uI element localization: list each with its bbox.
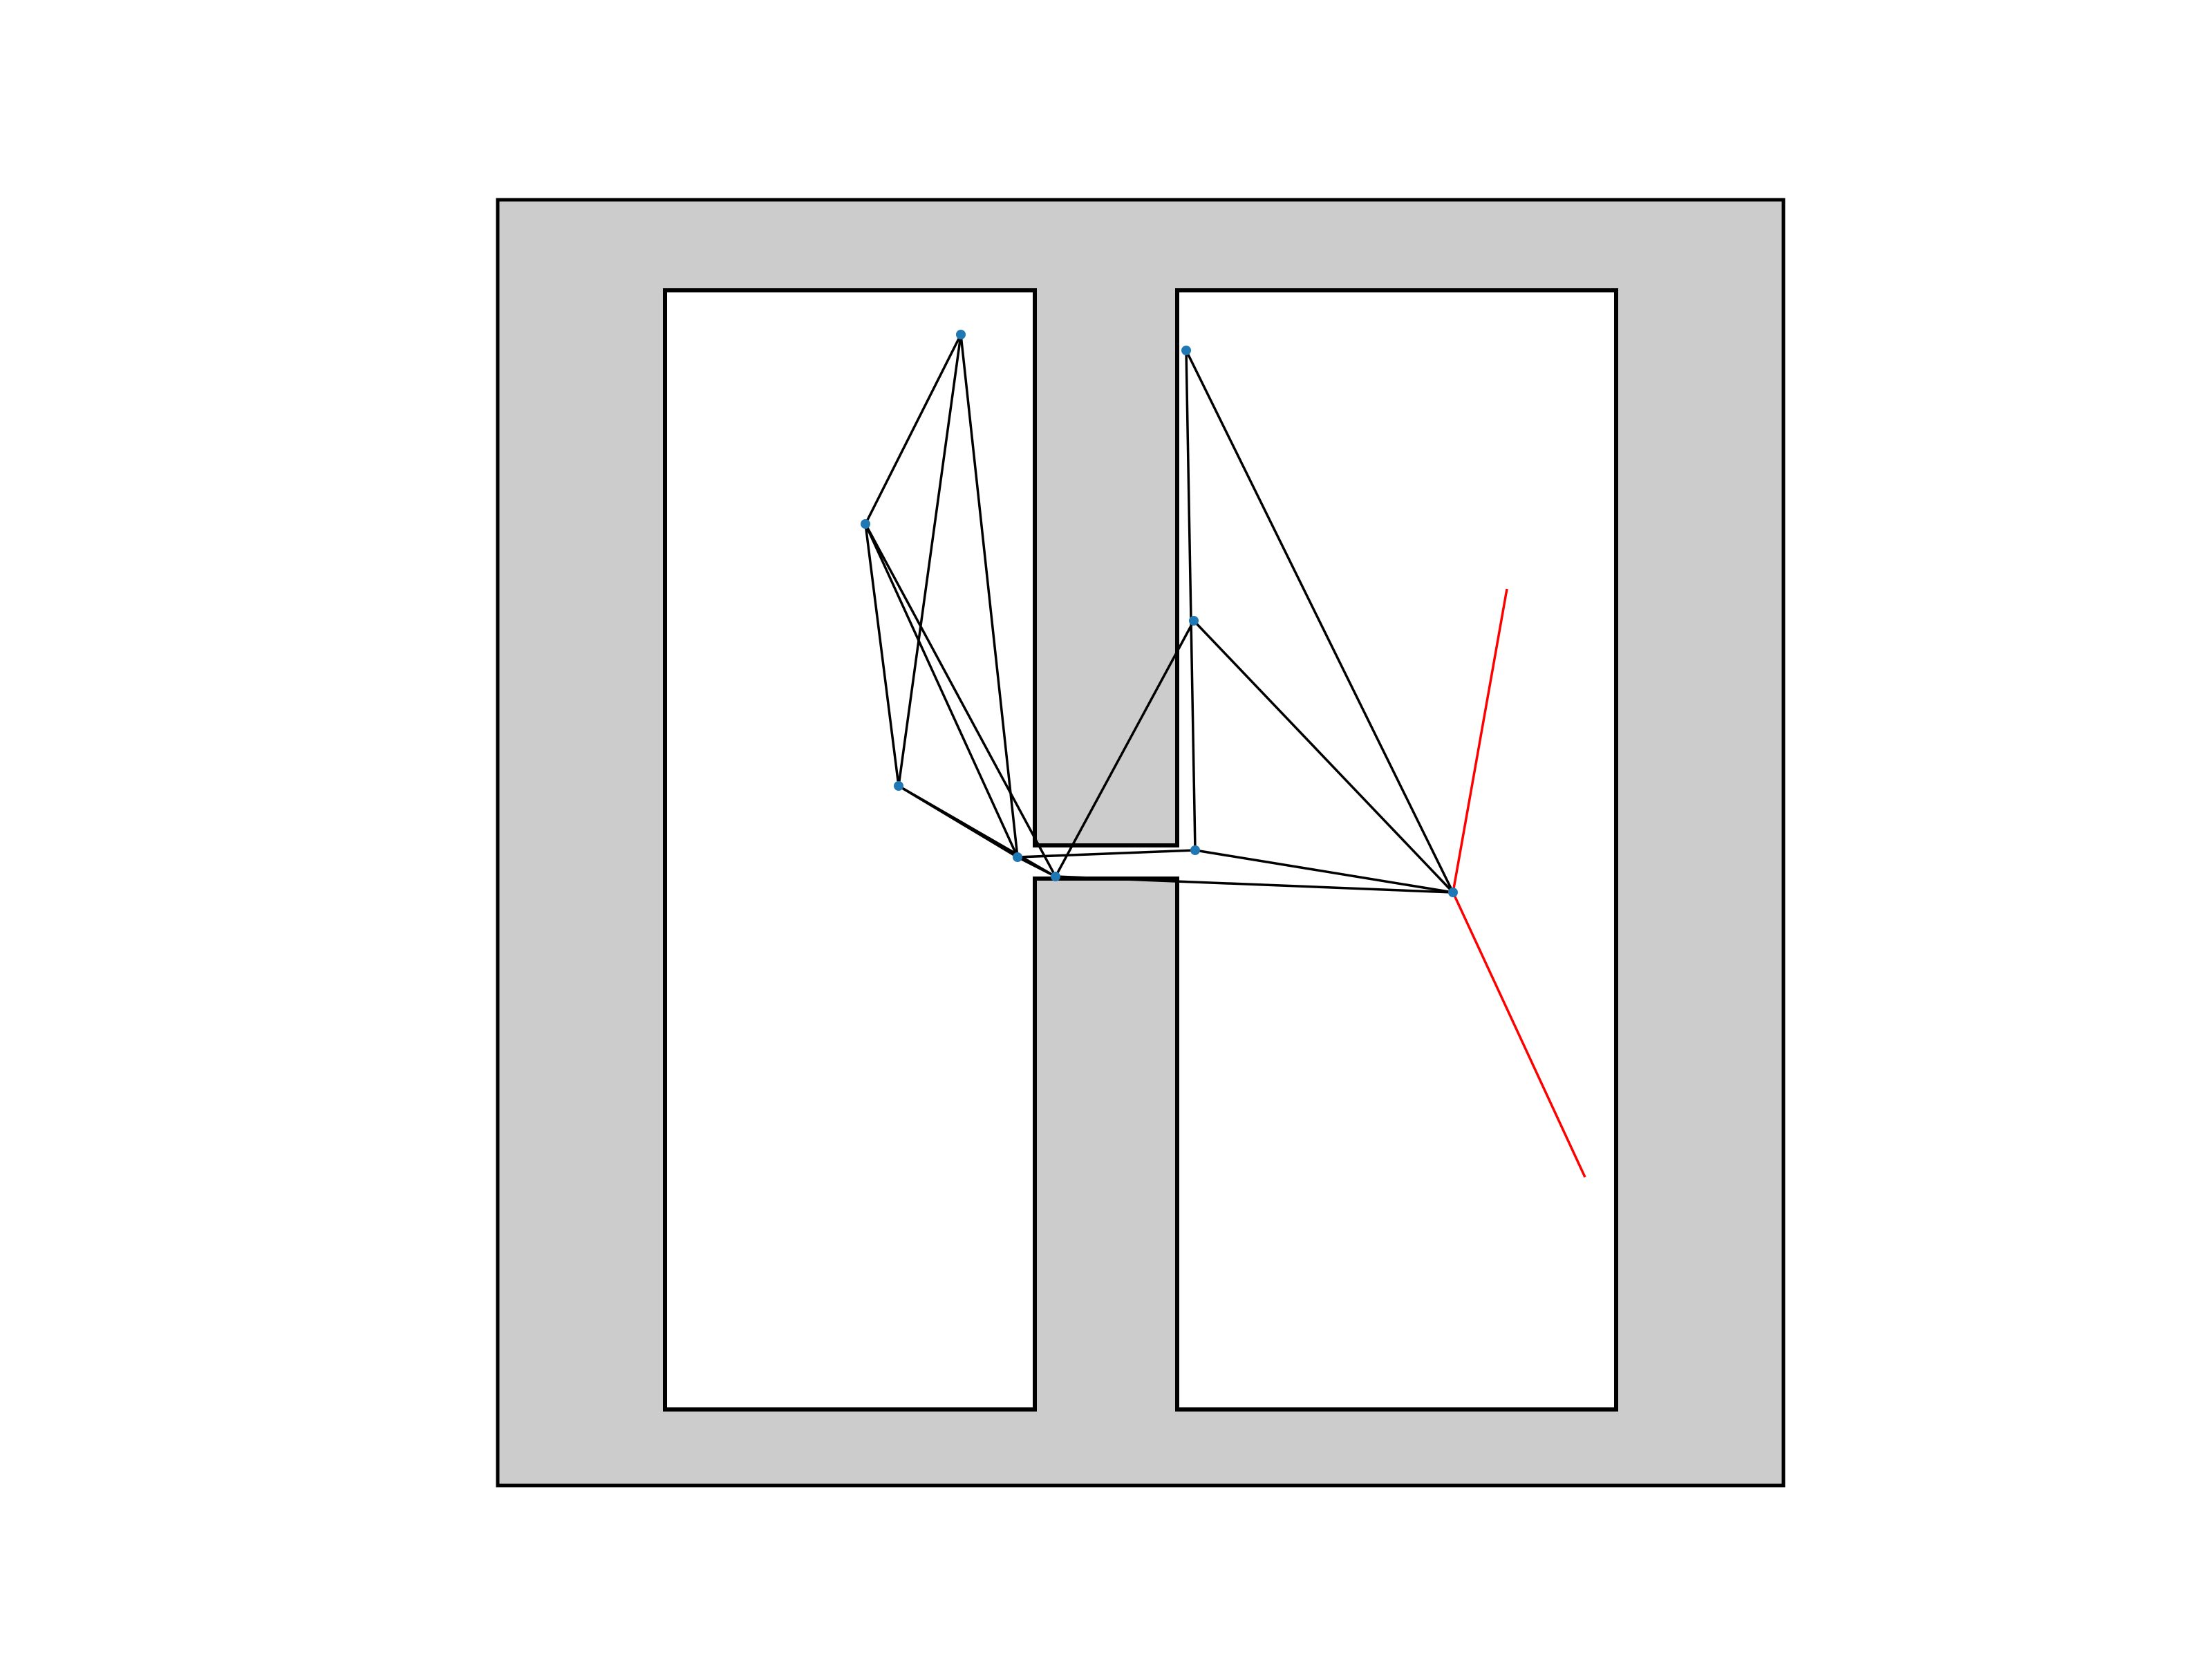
- map-layer: [496, 198, 1785, 1488]
- roadmap-nodes: [861, 330, 1458, 897]
- roadmap-edge: [1017, 849, 1196, 859]
- roadmap-edge: [864, 523, 900, 787]
- roadmap-edge: [959, 334, 1019, 858]
- roadmap-edge: [864, 523, 1057, 877]
- roadmap-node: [894, 781, 903, 791]
- roadmap-edge: [1185, 350, 1197, 851]
- roadmap-node: [1448, 888, 1458, 897]
- right-room: [1175, 288, 1618, 1412]
- roadmap-node: [1013, 852, 1022, 862]
- roadmap-edge: [1017, 856, 1056, 878]
- roadmap-node: [1189, 616, 1199, 626]
- roadmap-edge: [864, 523, 1019, 858]
- roadmap-edge: [897, 334, 962, 787]
- roadmap-edges: [864, 334, 1454, 894]
- roadmap-node: [1190, 845, 1200, 855]
- roadmap-edge: [1185, 350, 1454, 893]
- left-room: [663, 288, 1037, 1412]
- roadmap-edge: [1054, 620, 1195, 877]
- roadmap-node: [861, 519, 870, 529]
- roadmap-node: [1181, 346, 1191, 355]
- roadmap-edge: [1192, 619, 1454, 894]
- roadmap-edge: [1055, 875, 1454, 894]
- roadmap-edge: [1194, 849, 1454, 894]
- roadmap-edge: [864, 334, 962, 525]
- roadmap-edge: [898, 785, 1056, 878]
- roadmap-node: [956, 330, 966, 339]
- roadmap-node: [1051, 872, 1060, 881]
